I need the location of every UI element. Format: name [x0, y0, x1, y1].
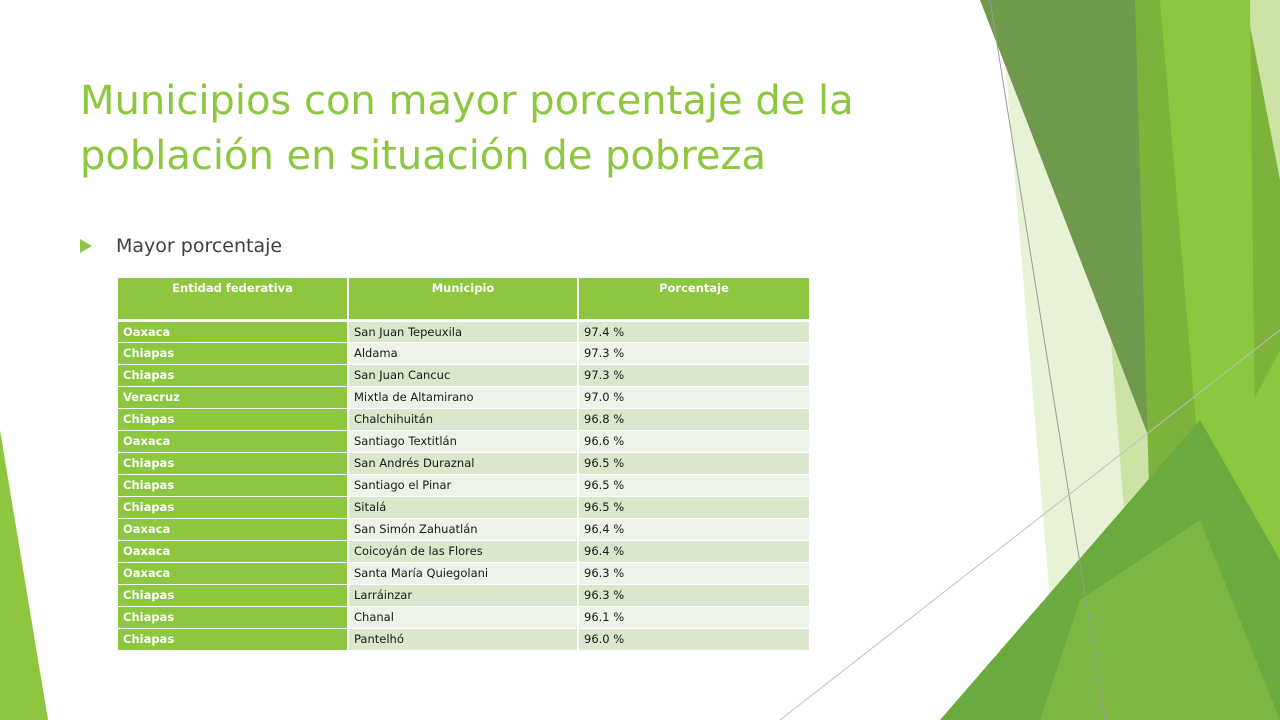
table-row: Chiapas San Juan Cancuc 97.3 % [118, 364, 811, 387]
cell-porcentaje: 96.5 % [578, 452, 811, 475]
bullet-text: Mayor porcentaje [116, 235, 283, 257]
table-row: Chiapas Pantelhó 96.0 % [118, 628, 811, 651]
cell-municipio: San Juan Cancuc [348, 364, 579, 387]
cell-porcentaje: 96.6 % [578, 430, 811, 453]
decor-shape-bright-strip [1160, 0, 1255, 470]
slide-title: Municipios con mayor porcentaje de la po… [80, 78, 854, 179]
cell-entidad: Oaxaca [118, 430, 349, 453]
cell-porcentaje: 96.5 % [578, 474, 811, 497]
cell-entidad: Oaxaca [118, 540, 349, 563]
decor-shape-bottom-light [1040, 520, 1280, 720]
cell-municipio: Chalchihuitán [348, 408, 579, 431]
cell-entidad: Chiapas [118, 342, 349, 365]
bullet-arrow-icon [80, 239, 92, 253]
decor-shape-left-wedge [0, 430, 48, 720]
cell-municipio: Mixtla de Altamirano [348, 386, 579, 409]
table-row: Chiapas Larráinzar 96.3 % [118, 584, 811, 607]
table-row: Chiapas Chalchihuitán 96.8 % [118, 408, 811, 431]
cell-municipio: San Andrés Duraznal [348, 452, 579, 475]
table-row: Oaxaca San Simón Zahuatlán 96.4 % [118, 518, 811, 541]
cell-porcentaje: 96.8 % [578, 408, 811, 431]
cell-porcentaje: 97.4 % [578, 320, 811, 343]
cell-porcentaje: 96.1 % [578, 606, 811, 629]
cell-municipio: San Simón Zahuatlán [348, 518, 579, 541]
table-header-row: Entidad federativa Municipio Porcentaje [118, 278, 811, 322]
cell-municipio: Sitalá [348, 496, 579, 519]
table-row: Oaxaca Coicoyán de las Flores 96.4 % [118, 540, 811, 563]
cell-municipio: Santiago Textitlán [348, 430, 579, 453]
cell-porcentaje: 96.3 % [578, 584, 811, 607]
cell-porcentaje: 96.3 % [578, 562, 811, 585]
cell-entidad: Chiapas [118, 606, 349, 629]
cell-porcentaje: 96.4 % [578, 518, 811, 541]
cell-entidad: Oaxaca [118, 562, 349, 585]
cell-entidad: Veracruz [118, 386, 349, 409]
cell-porcentaje: 97.3 % [578, 342, 811, 365]
cell-municipio: Santiago el Pinar [348, 474, 579, 497]
header-municipio: Municipio [348, 278, 579, 322]
cell-porcentaje: 96.0 % [578, 628, 811, 651]
cell-municipio: Larráinzar [348, 584, 579, 607]
cell-porcentaje: 97.0 % [578, 386, 811, 409]
cell-entidad: Chiapas [118, 364, 349, 387]
decor-thin-line-diagonal [989, 0, 1106, 720]
table-row: Oaxaca San Juan Tepeuxila 97.4 % [118, 320, 811, 343]
cell-municipio: Chanal [348, 606, 579, 629]
cell-entidad: Chiapas [118, 628, 349, 651]
cell-entidad: Chiapas [118, 474, 349, 497]
table-row: Veracruz Mixtla de Altamirano 97.0 % [118, 386, 811, 409]
table-row: Oaxaca Santa María Quiegolani 96.3 % [118, 562, 811, 585]
cell-porcentaje: 96.5 % [578, 496, 811, 519]
table-row: Chiapas Sitalá 96.5 % [118, 496, 811, 519]
table-body: Oaxaca San Juan Tepeuxila 97.4 % Chiapas Ald… [118, 320, 811, 651]
cell-porcentaje: 97.3 % [578, 364, 811, 387]
cell-entidad: Oaxaca [118, 320, 349, 343]
cell-municipio: San Juan Tepeuxila [348, 320, 579, 343]
cell-municipio: Santa María Quiegolani [348, 562, 579, 585]
cell-entidad: Chiapas [118, 496, 349, 519]
cell-municipio: Coicoyán de las Flores [348, 540, 579, 563]
table-row: Chiapas Aldama 97.3 % [118, 342, 811, 365]
table-row: Chiapas Chanal 96.1 % [118, 606, 811, 629]
cell-entidad: Chiapas [118, 584, 349, 607]
table-row: Chiapas Santiago el Pinar 96.5 % [118, 474, 811, 497]
table-row: Chiapas San Andrés Duraznal 96.5 % [118, 452, 811, 475]
decor-thin-line-bottom [779, 329, 1280, 720]
poverty-table: Entidad federativa Municipio Porcentaje … [118, 278, 811, 651]
cell-entidad: Chiapas [118, 452, 349, 475]
cell-porcentaje: 96.4 % [578, 540, 811, 563]
bullet-item: Mayor porcentaje [80, 232, 282, 260]
table-row: Oaxaca Santiago Textitlán 96.6 % [118, 430, 811, 453]
header-entidad: Entidad federativa [118, 278, 349, 322]
cell-municipio: Pantelhó [348, 628, 579, 651]
cell-entidad: Chiapas [118, 408, 349, 431]
cell-municipio: Aldama [348, 342, 579, 365]
header-porcentaje: Porcentaje [578, 278, 811, 322]
cell-entidad: Oaxaca [118, 518, 349, 541]
